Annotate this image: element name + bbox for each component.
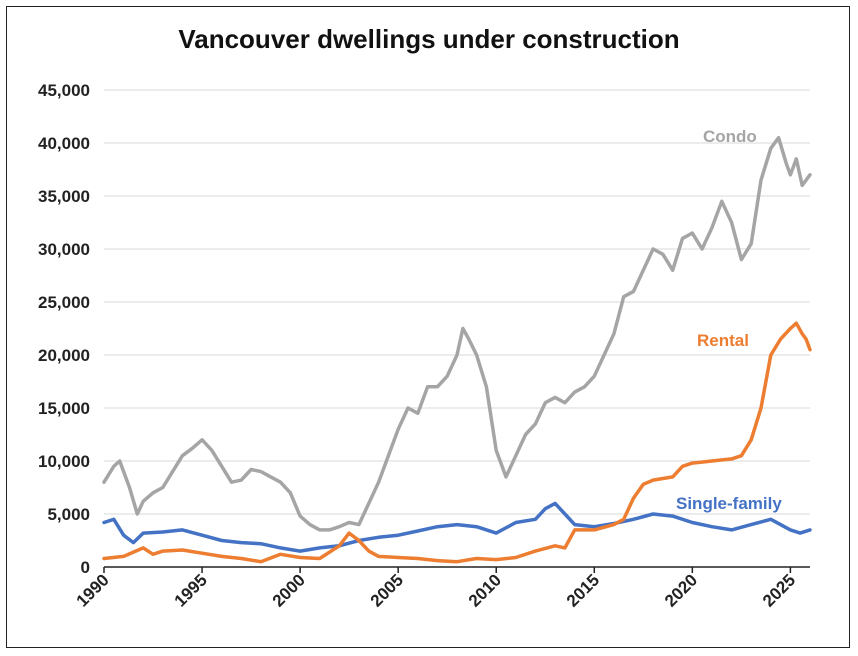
y-tick-label: 5,000 — [47, 505, 90, 524]
y-tick-label: 30,000 — [38, 240, 90, 259]
series-labels: Condo Rental Single-family — [676, 127, 782, 513]
y-tick-label: 0 — [81, 558, 90, 577]
y-tick-label: 35,000 — [38, 187, 90, 206]
y-gridlines — [104, 89, 810, 515]
series-lines — [102, 135, 812, 564]
x-tick-label: 1990 — [73, 570, 113, 610]
axes — [103, 566, 810, 573]
x-tick-label: 2020 — [661, 570, 701, 610]
y-tick-label: 20,000 — [38, 346, 90, 365]
x-tick-label: 2005 — [367, 570, 407, 610]
y-axis-tick-labels: 0 5,000 10,000 15,000 20,000 25,000 30,000 35,0… — [38, 81, 90, 577]
x-axis-tick-labels: 1990 1995 2000 2005 2010 2015 2020 2025 — [73, 570, 800, 610]
series-line-condo — [102, 135, 812, 532]
y-tick-label: 10,000 — [38, 452, 90, 471]
y-tick-label: 25,000 — [38, 293, 90, 312]
y-tick-label: 45,000 — [38, 81, 90, 100]
y-tick-label: 15,000 — [38, 399, 90, 418]
x-tick-label: 2000 — [269, 570, 309, 610]
series-label-condo: Condo — [703, 127, 757, 146]
x-tick-label: 2015 — [563, 570, 603, 610]
x-tick-label: 1995 — [171, 570, 211, 610]
y-tick-label: 40,000 — [38, 134, 90, 153]
series-label-rental: Rental — [697, 331, 749, 350]
chart-frame — [6, 6, 850, 648]
series-line-rental — [102, 321, 812, 564]
chart-title: Vancouver dwellings under construction — [178, 24, 680, 54]
series-label-single-family: Single-family — [676, 494, 782, 513]
x-tick-label: 2010 — [465, 570, 505, 610]
x-tick-label: 2025 — [759, 570, 799, 610]
series-line-single-family — [102, 501, 812, 553]
